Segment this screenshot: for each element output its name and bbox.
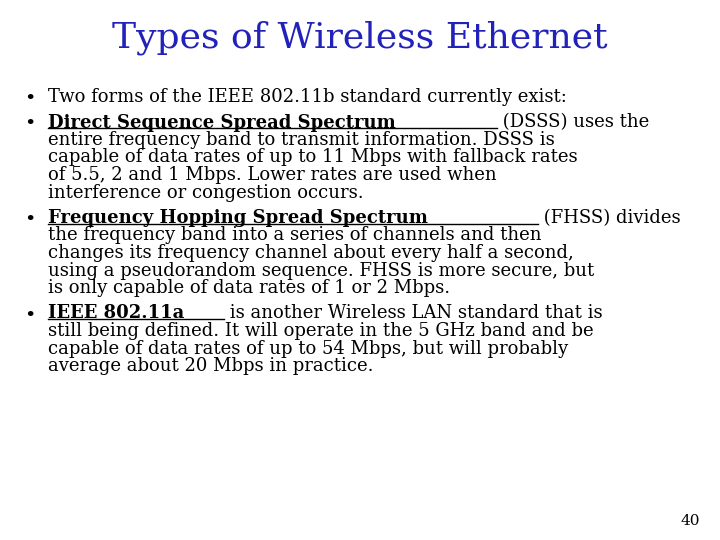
Text: the frequency band into a series of channels and then: the frequency band into a series of chan… [48, 226, 541, 245]
Text: •: • [24, 307, 36, 325]
Text: Types of Wireless Ethernet: Types of Wireless Ethernet [112, 21, 608, 55]
Text: •: • [24, 90, 36, 108]
Text: is another Wireless LAN standard that is: is another Wireless LAN standard that is [224, 305, 603, 322]
Text: entire frequency band to transmit information. DSSS is: entire frequency band to transmit inform… [48, 131, 554, 149]
Text: interference or congestion occurs.: interference or congestion occurs. [48, 184, 364, 201]
Text: capable of data rates of up to 11 Mbps with fallback rates: capable of data rates of up to 11 Mbps w… [48, 148, 577, 166]
Text: average about 20 Mbps in practice.: average about 20 Mbps in practice. [48, 357, 374, 375]
Text: Direct Sequence Spread Spectrum: Direct Sequence Spread Spectrum [48, 113, 396, 132]
Text: (DSSS) uses the: (DSSS) uses the [497, 113, 649, 132]
Text: 40: 40 [680, 514, 700, 528]
Text: changes its frequency channel about every half a second,: changes its frequency channel about ever… [48, 244, 574, 262]
Text: (FHSS) divides: (FHSS) divides [538, 209, 681, 227]
Text: IEEE 802.11a: IEEE 802.11a [48, 305, 184, 322]
Text: •: • [24, 211, 36, 229]
Text: still being defined. It will operate in the 5 GHz band and be: still being defined. It will operate in … [48, 322, 593, 340]
Text: of 5.5, 2 and 1 Mbps. Lower rates are used when: of 5.5, 2 and 1 Mbps. Lower rates are us… [48, 166, 497, 184]
Text: Frequency Hopping Spread Spectrum: Frequency Hopping Spread Spectrum [48, 209, 428, 227]
Text: capable of data rates of up to 54 Mbps, but will probably: capable of data rates of up to 54 Mbps, … [48, 340, 568, 357]
Text: •: • [24, 116, 36, 133]
Text: using a pseudorandom sequence. FHSS is more secure, but: using a pseudorandom sequence. FHSS is m… [48, 261, 594, 280]
Text: Two forms of the IEEE 802.11b standard currently exist:: Two forms of the IEEE 802.11b standard c… [48, 88, 567, 106]
Text: is only capable of data rates of 1 or 2 Mbps.: is only capable of data rates of 1 or 2 … [48, 279, 450, 297]
